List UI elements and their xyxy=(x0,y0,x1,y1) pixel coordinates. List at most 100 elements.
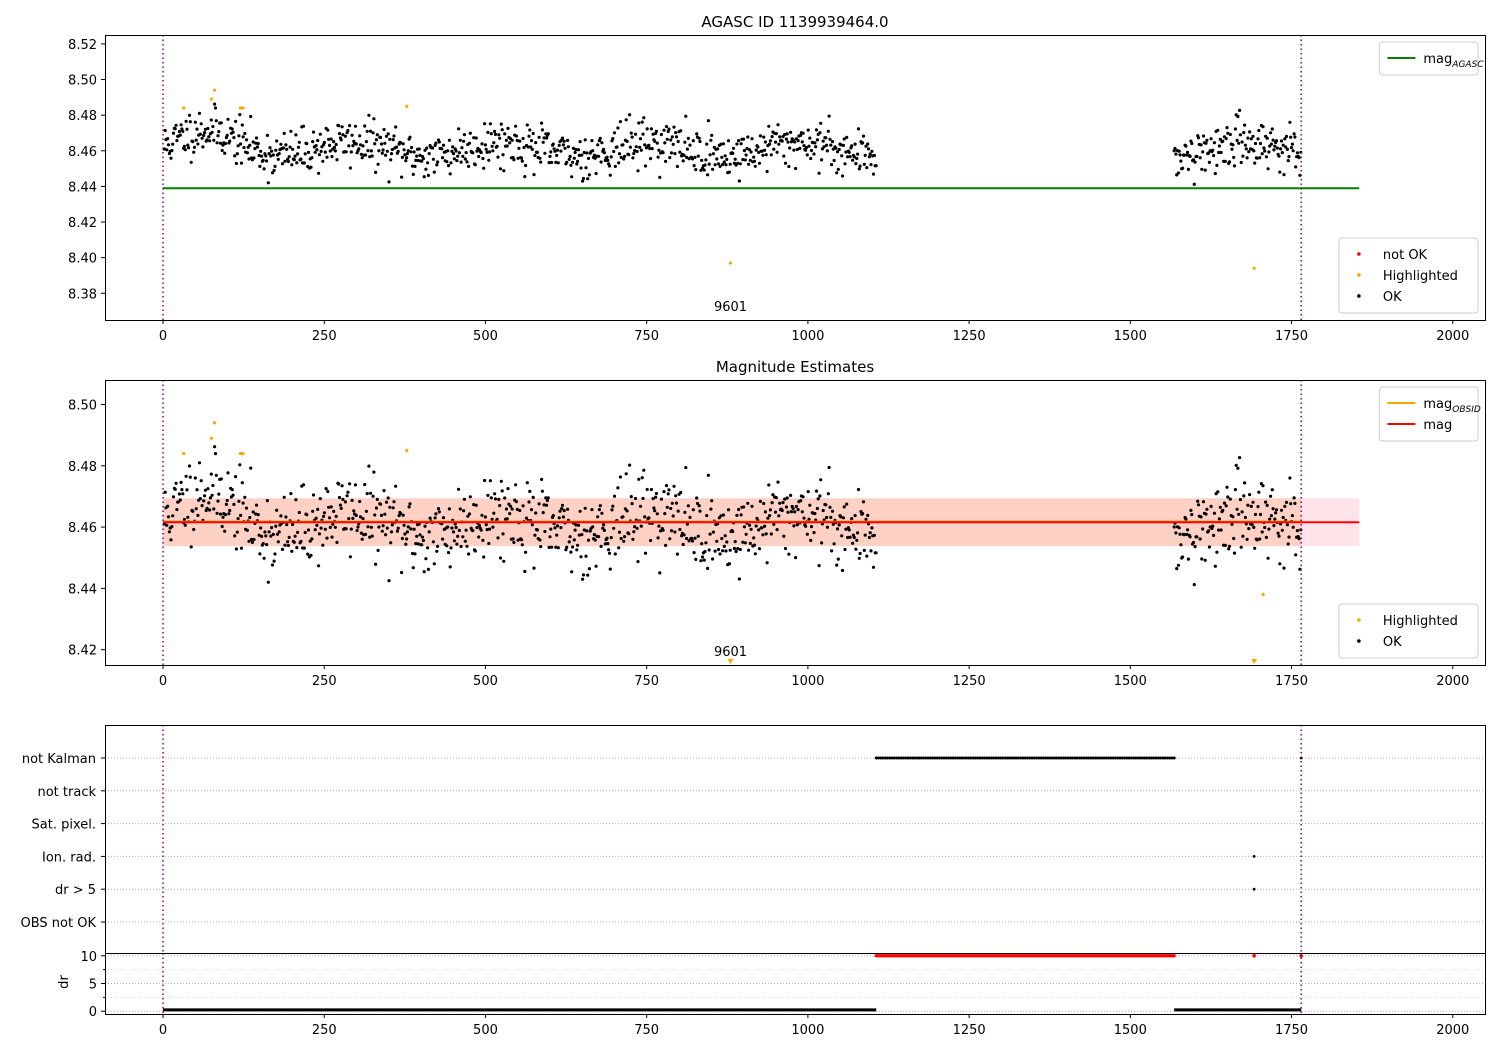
data-point xyxy=(693,155,697,159)
data-point xyxy=(1249,504,1253,508)
data-point xyxy=(805,153,809,157)
data-point xyxy=(711,530,716,534)
data-point xyxy=(1294,165,1298,169)
data-point xyxy=(399,141,403,145)
flag-point xyxy=(1105,756,1108,760)
data-point xyxy=(682,153,686,157)
data-point xyxy=(238,113,242,117)
data-point xyxy=(846,155,850,159)
data-point xyxy=(799,499,803,503)
data-point xyxy=(281,146,285,150)
flag-point xyxy=(886,756,889,760)
flag-category-label: Ion. rad. xyxy=(42,850,96,865)
data-point xyxy=(618,475,623,479)
flag-point xyxy=(1003,756,1007,760)
flag-point xyxy=(1028,756,1032,760)
data-point xyxy=(493,497,498,501)
flag-point xyxy=(906,756,910,760)
data-point xyxy=(330,535,334,539)
data-point xyxy=(1216,490,1220,494)
data-point xyxy=(551,514,555,518)
data-point xyxy=(726,139,731,143)
data-point xyxy=(359,531,363,535)
data-point xyxy=(545,498,550,503)
x-tick-label: 1000 xyxy=(791,674,824,689)
data-point xyxy=(696,154,700,158)
data-point xyxy=(594,171,598,176)
flag-point xyxy=(1145,756,1149,760)
data-point xyxy=(743,541,747,545)
data-point xyxy=(416,158,420,163)
data-point xyxy=(674,131,678,135)
data-point xyxy=(673,152,677,156)
data-point xyxy=(760,149,764,153)
y-tick-label: 8.42 xyxy=(68,216,97,231)
data-point xyxy=(654,129,659,133)
data-point xyxy=(824,503,828,507)
data-point xyxy=(457,528,461,533)
data-point xyxy=(377,149,381,153)
data-point xyxy=(672,484,676,488)
data-point xyxy=(526,145,530,149)
data-point xyxy=(501,153,505,157)
data-point xyxy=(540,121,544,125)
data-point xyxy=(491,525,495,529)
data-point xyxy=(1246,503,1250,507)
data-point xyxy=(563,146,567,150)
data-point xyxy=(692,164,696,168)
data-point xyxy=(396,149,400,153)
data-point xyxy=(492,141,496,145)
data-point xyxy=(340,125,344,129)
data-point xyxy=(857,167,861,171)
data-point xyxy=(771,493,775,497)
x-tick-label: 1750 xyxy=(1275,329,1308,344)
data-point xyxy=(639,148,643,152)
data-point xyxy=(1233,127,1237,131)
data-point xyxy=(351,144,355,148)
data-point xyxy=(1256,137,1260,141)
data-point xyxy=(420,159,424,163)
data-point xyxy=(171,131,176,135)
data-point xyxy=(267,530,271,534)
data-point xyxy=(633,525,637,529)
data-point xyxy=(774,132,778,136)
data-point xyxy=(464,151,468,155)
data-point xyxy=(280,547,285,552)
data-point xyxy=(410,551,415,556)
flag-point xyxy=(1030,756,1034,760)
data-point xyxy=(230,127,234,131)
data-point xyxy=(719,142,723,146)
data-point xyxy=(373,513,377,517)
data-point xyxy=(231,493,235,497)
data-point xyxy=(445,544,449,548)
data-point xyxy=(1217,144,1221,148)
data-point xyxy=(1245,537,1249,541)
data-point xyxy=(1243,143,1247,147)
data-point xyxy=(597,535,601,539)
x-tick-label: 250 xyxy=(312,329,337,344)
data-point xyxy=(340,484,344,488)
data-point xyxy=(529,145,533,149)
data-point xyxy=(185,488,189,492)
flag-point xyxy=(1141,756,1145,760)
data-point xyxy=(549,527,553,531)
data-point xyxy=(472,503,476,507)
data-point xyxy=(819,478,823,482)
data-point xyxy=(474,503,478,507)
data-point xyxy=(261,542,265,546)
y-tick-label: 8.46 xyxy=(68,145,97,160)
data-point xyxy=(183,148,187,152)
data-point xyxy=(273,164,277,168)
data-point xyxy=(401,513,405,517)
data-point xyxy=(244,138,249,142)
data-point xyxy=(329,137,333,141)
data-point xyxy=(570,570,574,574)
data-point xyxy=(200,504,204,508)
data-point xyxy=(446,164,451,168)
x-tick-label: 1500 xyxy=(1114,329,1147,344)
data-point xyxy=(594,564,598,568)
data-point xyxy=(1284,145,1288,149)
data-point xyxy=(488,527,492,531)
data-point xyxy=(519,156,524,160)
data-point xyxy=(778,135,782,139)
